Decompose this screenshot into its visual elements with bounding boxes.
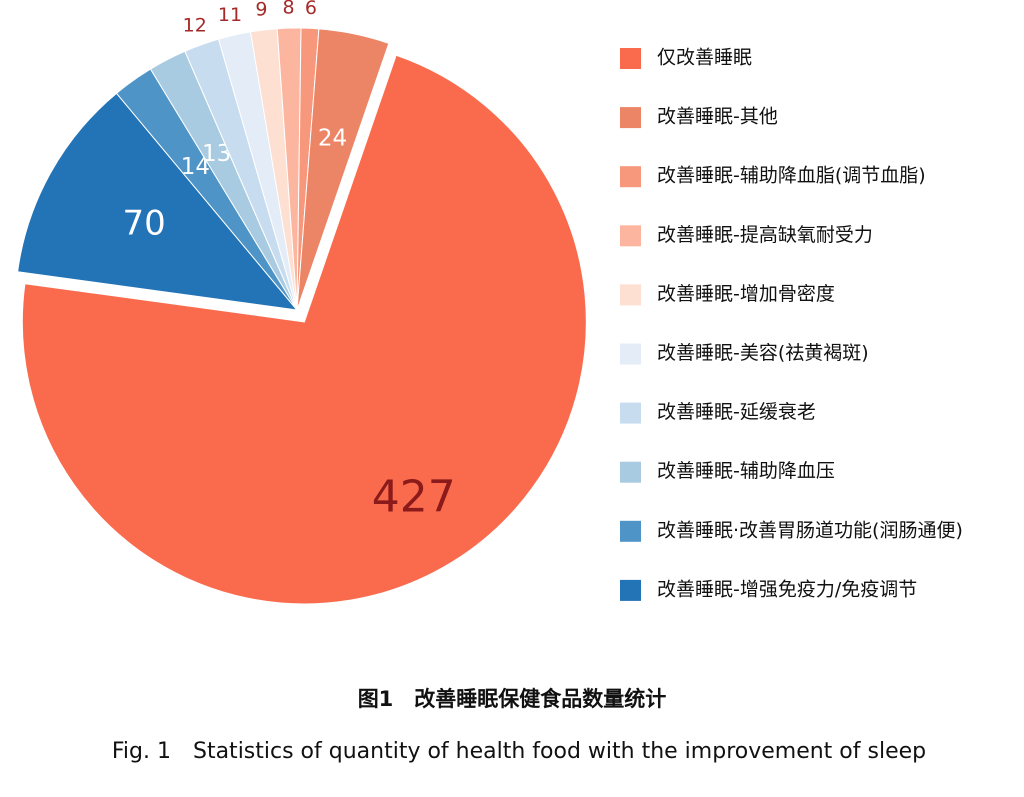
legend-swatch <box>620 107 641 129</box>
data-label: 12 <box>183 14 207 36</box>
chart-subtitle: Fig. 1 Statistics of quantity of health … <box>112 739 926 764</box>
legend-label: 改善睡眠-提高缺氧耐受力 <box>657 224 873 246</box>
legend-swatch <box>620 343 641 365</box>
legend-label: 改善睡眠-延缓衰老 <box>657 401 816 423</box>
legend-label: 改善睡眠-辅助降血压 <box>657 460 835 482</box>
pie-slice <box>21 54 587 605</box>
legend-swatch <box>620 402 641 424</box>
legend-label: 改善睡眠-其他 <box>657 106 778 128</box>
legend-label: 改善睡眠-增强免疫力/免疫调节 <box>657 578 917 600</box>
legend-swatch <box>620 520 641 542</box>
pie-slice <box>296 28 390 311</box>
legend-swatch <box>620 225 641 247</box>
data-label: 70 <box>122 204 165 244</box>
legend-label: 改善睡眠·改善胃肠道功能(润肠通便) <box>657 519 963 541</box>
legend-swatch <box>620 284 641 306</box>
data-label: 24 <box>318 125 347 151</box>
legend-label: 仅改善睡眠 <box>657 47 752 69</box>
legend-swatch <box>620 48 641 69</box>
data-label: 9 <box>255 0 267 21</box>
legend-swatch <box>620 166 641 188</box>
legend-swatch <box>620 461 641 483</box>
legend-swatch <box>620 579 641 601</box>
pie-slice <box>17 92 299 311</box>
legend-label: 改善睡眠-辅助降血脂(调节血脂) <box>657 165 926 187</box>
data-label: 427 <box>372 472 456 523</box>
chart-title: 图1 改善睡眠保健食品数量统计 <box>358 687 667 711</box>
legend-label: 改善睡眠-增加骨密度 <box>657 283 835 305</box>
data-label: 6 <box>305 0 317 19</box>
legend-label: 改善睡眠-美容(祛黄褐斑) <box>657 342 869 364</box>
data-label: 11 <box>218 4 242 26</box>
data-label: 8 <box>282 0 294 19</box>
